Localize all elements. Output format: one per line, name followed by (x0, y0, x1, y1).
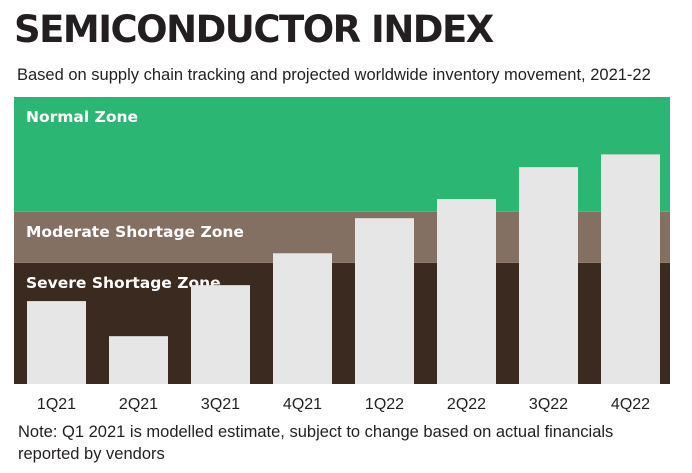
zone-labels-layer: Severe Shortage Zone Moderate Shortage Zo… (26, 108, 244, 292)
chart-title: SEMICONDUCTOR INDEX (14, 8, 494, 51)
x-tick-label-3q22: 3Q22 (529, 396, 568, 413)
bar-4q21 (273, 253, 332, 384)
severe-shortage-zone-label: Severe Shortage Zone (26, 274, 221, 292)
bar-4q22 (601, 154, 660, 384)
bars-layer (27, 154, 660, 384)
chart-subtitle: Based on supply chain tracking and proje… (17, 66, 651, 84)
semiconductor-bar-chart: Severe Shortage Zone Moderate Shortage Zo… (14, 97, 670, 413)
x-tick-label-1q22: 1Q22 (365, 396, 404, 413)
moderate-shortage-zone-label: Moderate Shortage Zone (26, 223, 244, 241)
x-tick-label-4q22: 4Q22 (611, 396, 650, 413)
x-tick-label-2q22: 2Q22 (447, 396, 486, 413)
x-tick-label-2q21: 2Q21 (119, 396, 158, 413)
footnote: Note: Q1 2021 is modelled estimate, subj… (18, 423, 614, 463)
bar-2q22 (437, 199, 496, 384)
x-tick-labels: 1Q21 2Q21 3Q21 4Q21 1Q22 2Q22 3Q22 4Q22 (37, 396, 650, 413)
bar-2q21 (109, 336, 168, 384)
x-tick-label-3q21: 3Q21 (201, 396, 240, 413)
x-tick-label-1q21: 1Q21 (37, 396, 76, 413)
x-tick-label-4q21: 4Q21 (283, 396, 322, 413)
bar-1q22 (355, 218, 414, 384)
bar-1q21 (27, 301, 86, 384)
bar-3q22 (519, 167, 578, 384)
bar-3q21 (191, 285, 250, 384)
normal-zone-label: Normal Zone (26, 108, 138, 126)
